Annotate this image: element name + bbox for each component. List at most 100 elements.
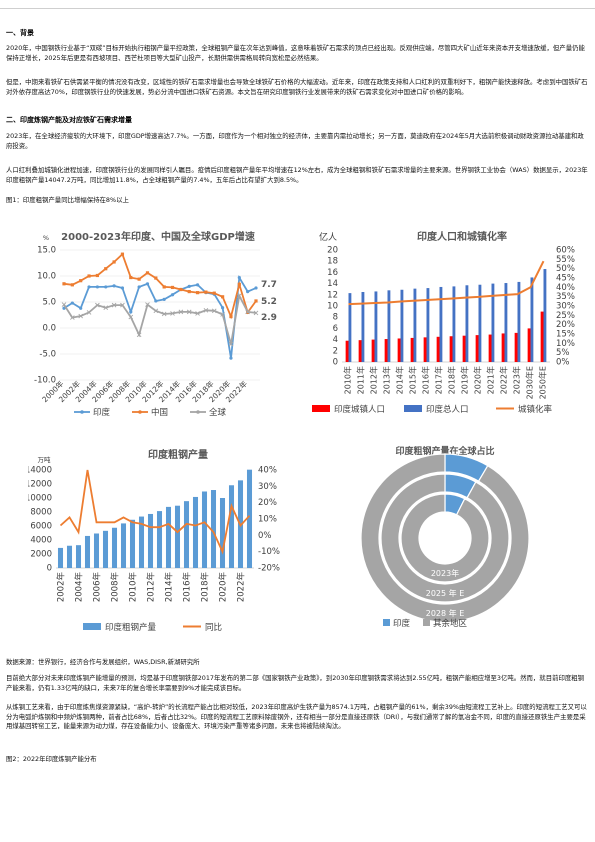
figure-caption-1: 图1：印度粗钢产量同比增幅保持在8%以上 <box>6 196 129 204</box>
bar-total-population <box>387 290 391 362</box>
data-point <box>111 302 117 308</box>
data-point <box>70 315 75 320</box>
bar-urban-population <box>527 328 531 362</box>
bar-total-population <box>400 289 404 362</box>
data-point <box>154 276 158 280</box>
y-tick-label: 14 <box>327 279 338 289</box>
y-tick-label: 2 <box>333 346 338 356</box>
data-point <box>170 293 175 297</box>
data-point <box>245 309 250 315</box>
data-point <box>254 286 258 290</box>
bar-crude-steel-output <box>75 545 82 568</box>
y-tick-label: 16 <box>327 268 338 278</box>
ring-label: 2028 年 E <box>426 608 465 618</box>
y-tick-label: 20 <box>327 246 338 256</box>
y2-tick-label: 35% <box>556 292 575 302</box>
x-tick-label: 2006年 <box>92 572 103 603</box>
data-label: 2.9 <box>261 313 277 323</box>
bar-crude-steel-output <box>228 485 235 568</box>
y-tick-label: 6000 <box>30 522 52 532</box>
bar-urban-population <box>514 332 518 362</box>
data-point <box>237 275 241 280</box>
legend-label: 同比 <box>205 622 222 633</box>
x-tick-label: 2004年 <box>74 572 85 603</box>
y2-tick-label: 40% <box>258 466 277 476</box>
y2-tick-label: 55% <box>556 255 575 265</box>
donut-slice-rest <box>380 473 510 603</box>
data-point <box>195 311 200 316</box>
data-point <box>62 282 66 286</box>
data-point <box>79 306 83 310</box>
data-point <box>87 285 91 289</box>
x-tick-label: 2015年 <box>408 366 418 394</box>
data-point <box>229 314 233 319</box>
y-tick-label: 10.0 <box>37 272 56 282</box>
data-point <box>204 290 208 294</box>
data-point <box>246 290 250 294</box>
paragraph-5: 目前绝大部分对未来印度炼钢产能增量的预测，均是基于印度钢铁部2017年发布的第二… <box>6 674 585 692</box>
data-point <box>128 314 134 320</box>
data-point <box>253 310 259 316</box>
x-tick-label: 2010年 <box>343 366 353 394</box>
data-point <box>229 356 233 360</box>
data-point <box>129 310 133 314</box>
y-tick-label: 8 <box>333 313 338 323</box>
bar-crude-steel-output <box>102 530 109 568</box>
y2-tick-label: 0% <box>258 531 272 541</box>
section-heading-india-steel: 二、印度炼钢产能及对应铁矿石需求增量 <box>6 116 132 124</box>
y-tick-label: 4 <box>333 335 338 345</box>
paragraph-3: 2023年，在全球经济疲软的大环境下，印度GDP增速高达7.7%。一方面，印度作… <box>6 132 584 150</box>
x-tick-label: 2014年 <box>164 572 175 603</box>
bar-total-population <box>504 283 508 362</box>
data-point <box>137 285 141 289</box>
bar-urban-population <box>540 311 544 362</box>
legend-marker <box>138 410 142 414</box>
y-tick-label: 2000 <box>30 550 52 560</box>
series-line-中国 <box>63 252 257 320</box>
donut-slice-rest <box>360 453 530 623</box>
y2-tick-label: 30% <box>258 482 277 492</box>
data-point <box>228 341 234 347</box>
bar-urban-population <box>475 335 479 362</box>
data-point <box>236 293 242 299</box>
y-tick-label: 4000 <box>30 536 52 546</box>
data-point <box>179 287 183 292</box>
x-tick-label: 2017年 <box>434 366 444 394</box>
bar-crude-steel-output <box>165 506 172 568</box>
data-point <box>79 279 83 283</box>
y-tick-label: -5.0 <box>39 350 56 360</box>
data-point <box>112 284 116 288</box>
data-point <box>170 311 175 316</box>
legend-marker <box>196 410 200 414</box>
bar-crude-steel-output <box>174 505 181 568</box>
x-tick-label: 2019年 <box>460 366 470 394</box>
data-point <box>212 291 216 295</box>
y-tick-label: 12 <box>327 290 338 300</box>
legend-label: 印度 <box>393 618 411 629</box>
y2-tick-label: 30% <box>556 302 575 312</box>
bar-total-population <box>452 286 456 362</box>
y2-tick-label: 10% <box>258 515 277 525</box>
paragraph-2: 但是，中期来看铁矿石供需紧平衡的情况没有改变，区域性的铁矿石需求增量也会导致全球… <box>6 78 588 96</box>
data-point <box>95 273 99 278</box>
legend-swatch <box>383 619 390 626</box>
data-point <box>61 302 67 307</box>
bar-urban-population <box>345 340 349 362</box>
y-tick-label: 8000 <box>30 508 52 518</box>
data-point <box>195 291 200 295</box>
data-point <box>170 285 175 290</box>
top-rule <box>0 8 595 9</box>
x-tick-label: 2022年 <box>236 572 247 603</box>
data-point <box>120 252 125 256</box>
y-tick-label: 15.0 <box>37 246 56 256</box>
section-heading-background: 一、背景 <box>6 29 34 37</box>
legend-label: 其余地区 <box>433 618 468 629</box>
y-tick-label: 0.0 <box>42 324 56 334</box>
data-point <box>145 282 150 286</box>
bar-crude-steel-output <box>201 491 208 568</box>
legend-label: 印度粗钢产量 <box>105 622 157 633</box>
data-label: 7.7 <box>261 280 277 290</box>
y2-tick-label: -20% <box>258 564 280 574</box>
bar-crude-steel-output <box>57 547 64 568</box>
y2-tick-label: 20% <box>258 498 277 508</box>
